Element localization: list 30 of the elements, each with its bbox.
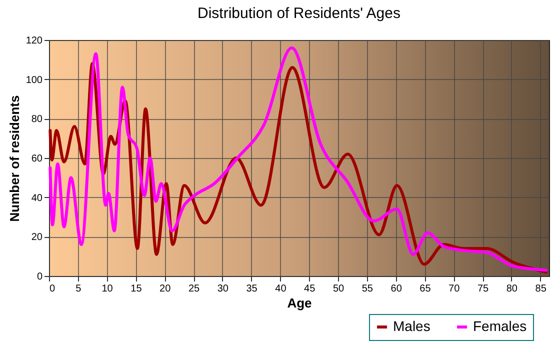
chart-title: Distribution of Residents' Ages: [198, 5, 400, 22]
x-tick-label: 25: [188, 284, 200, 294]
y-tick-label: 0: [36, 272, 43, 282]
x-tick-label: 20: [160, 284, 172, 294]
x-tick-label: 45: [304, 284, 316, 294]
y-tick-label: 40: [31, 192, 43, 204]
legend-label: Males: [393, 318, 430, 334]
x-tick-label: 65: [420, 284, 432, 294]
x-tick-label: 10: [102, 284, 114, 294]
x-axis-title: Age: [287, 296, 312, 310]
x-tick-label: 70: [448, 284, 460, 294]
x-tick-label: 40: [275, 284, 287, 294]
x-tick-label: 80: [506, 284, 518, 294]
x-tick-label: 35: [246, 284, 258, 294]
legend-label: Females: [473, 318, 527, 334]
x-tick-label: 85: [535, 284, 547, 294]
y-tick-label: 60: [31, 154, 43, 164]
y-tick-label: 20: [31, 232, 43, 244]
x-tick-label: 5: [76, 284, 82, 294]
x-tick-label: 15: [130, 284, 142, 294]
x-tick-label: 60: [390, 284, 402, 294]
y-tick-label: 80: [31, 114, 43, 126]
y-tick-label: 100: [26, 74, 43, 86]
y-axis-title: Number of residents: [6, 95, 22, 222]
x-tick-label: 75: [477, 284, 490, 294]
x-tick-label: 55: [362, 284, 374, 294]
x-tick-label: 30: [217, 284, 229, 294]
y-tick-label: 120: [26, 36, 43, 46]
x-tick-label: 0: [50, 284, 56, 294]
x-tick-label: 50: [332, 284, 345, 294]
